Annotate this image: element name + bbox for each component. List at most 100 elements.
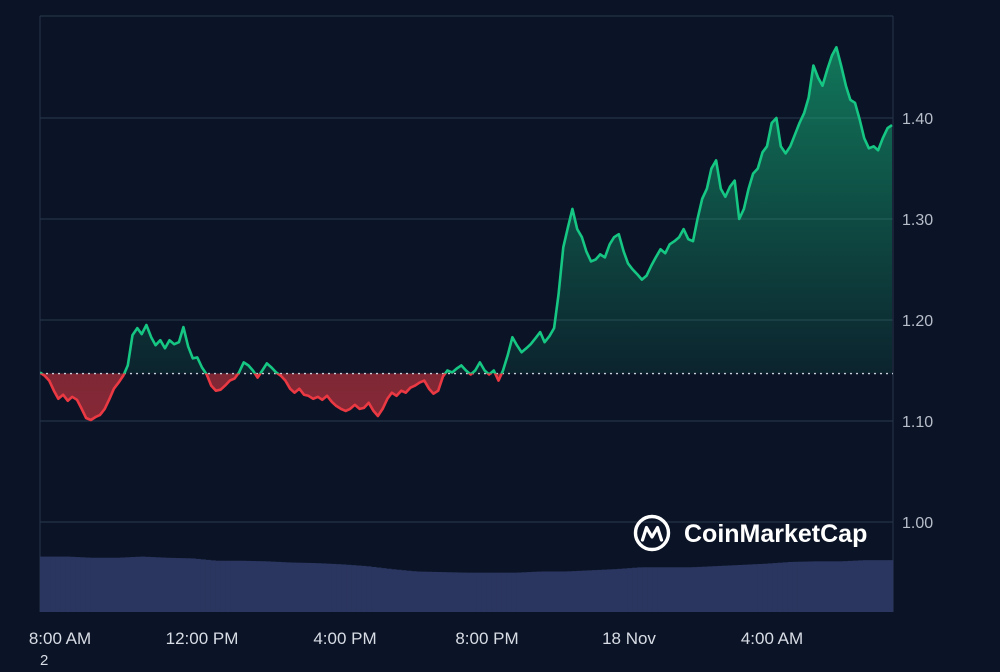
volume-bar [702,566,708,612]
volume-bar [406,570,412,612]
volume-bar [632,567,638,612]
grid-lines [39,15,894,612]
volume-bar [310,563,317,612]
volume-bar [245,560,252,612]
volume-bar [887,560,894,612]
volume-bar [55,556,61,612]
volume-bar [687,567,693,612]
volume-bar [471,572,477,612]
volume-bar [541,571,548,612]
volume-bar [642,567,648,612]
volume-bar [326,563,332,612]
volume-bar [361,565,367,612]
volume-bar [280,562,287,612]
volume-bar [421,571,427,612]
volume-bar [346,564,352,612]
volume-bar [270,561,277,612]
volume-bar [165,557,171,612]
volume-bar [135,556,141,612]
volume-bar [737,564,743,612]
volume-bar [461,572,467,612]
volume-bar [637,567,643,612]
volume-bar [526,572,533,612]
volume-bar [285,562,292,612]
volume-bar [225,560,231,612]
volume-bar [70,556,76,612]
volume-bar [446,572,452,612]
volume-bar [852,560,859,612]
volume-bar [672,567,678,612]
volume-bar [596,569,603,612]
volume-bar [416,571,422,612]
volume-bar [336,564,342,612]
volume-bar [842,561,849,612]
volume-bar [331,563,337,612]
volume-bar [501,572,507,612]
area-above-baseline [40,47,892,374]
volume-bar [857,560,864,612]
volume-bar [115,557,121,612]
volume-bar [802,561,808,612]
volume-bar [491,572,497,612]
y-tick-label: 1.30 [902,212,933,229]
volume-bar [381,568,387,612]
volume-bar [150,557,156,612]
volume-bar [411,571,417,612]
price-area [40,47,892,420]
volume-bar [250,561,257,612]
volume-bar [727,565,733,612]
volume-bar [536,571,543,612]
volume-bar [516,572,522,612]
volume-bar [717,565,723,612]
y-tick-label: 1.00 [902,515,933,532]
volume-bar [155,557,161,612]
volume-bar [235,560,242,612]
volume-bar [401,570,407,612]
volume-bar [120,557,126,612]
volume-bar [732,565,738,612]
volume-bar [682,567,688,612]
volume-bar [255,561,262,612]
volume-bar [707,566,713,612]
volume-bar [125,557,131,612]
volume-bar [627,568,633,612]
volume-bar [65,556,71,612]
x-axis-ticks: 8:00 AM 12:00 PM 4:00 PM 8:00 PM 18 Nov 4:00 … [29,629,803,648]
volume-bar [531,571,538,612]
price-line-up [40,46,893,374]
volume-bar [180,558,186,612]
volume-bar [872,560,879,612]
stray-label: 2 [40,652,48,667]
volume-bar [315,563,322,612]
x-tick-label: 18 Nov [602,629,656,648]
volume-bar [862,560,869,612]
volume-bar [175,558,181,612]
volume-bar [697,566,703,612]
volume-bar [561,571,568,612]
volume-bar [366,566,372,612]
volume-bar [145,556,151,612]
volume-bar [556,571,563,612]
x-tick-label: 8:00 AM [29,629,91,648]
volume-bar [486,572,492,612]
volume-bar [260,561,267,612]
volume-bar [466,572,472,612]
volume-bars [40,556,894,612]
volume-bar [205,559,211,612]
volume-bar [757,563,763,612]
volume-bar [787,561,793,612]
volume-bar [431,571,437,612]
volume-bar [265,561,272,612]
volume-bar [581,570,588,612]
x-tick-label: 12:00 PM [166,629,239,648]
volume-bar [742,564,748,612]
x-tick-label: 8:00 PM [455,629,518,648]
volume-bar [200,559,206,612]
volume-bar [506,572,512,612]
volume-bar [807,561,814,612]
volume-bar [837,561,844,612]
volume-bar [782,562,788,612]
volume-bar [586,570,593,612]
volume-bar [476,572,482,612]
